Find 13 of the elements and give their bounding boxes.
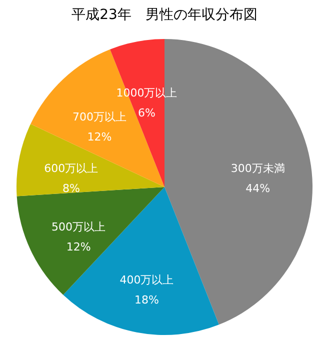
data-label: 12%: [87, 130, 112, 144]
slice-label: 600万以上: [44, 162, 98, 176]
data-label: 6%: [138, 106, 156, 120]
chart-title: 平成23年 男性の年収分布図: [72, 7, 258, 23]
slice-label: 700万以上: [72, 110, 126, 124]
slice-label: 500万以上: [52, 220, 106, 234]
data-label: 44%: [246, 182, 270, 196]
data-label: 18%: [134, 293, 159, 306]
pie-slice: [16, 124, 164, 196]
slice-label: 400万以上: [120, 273, 174, 286]
data-label: 12%: [66, 240, 91, 254]
slice-label: 300万未満: [230, 162, 285, 176]
data-label: 8%: [62, 182, 80, 196]
